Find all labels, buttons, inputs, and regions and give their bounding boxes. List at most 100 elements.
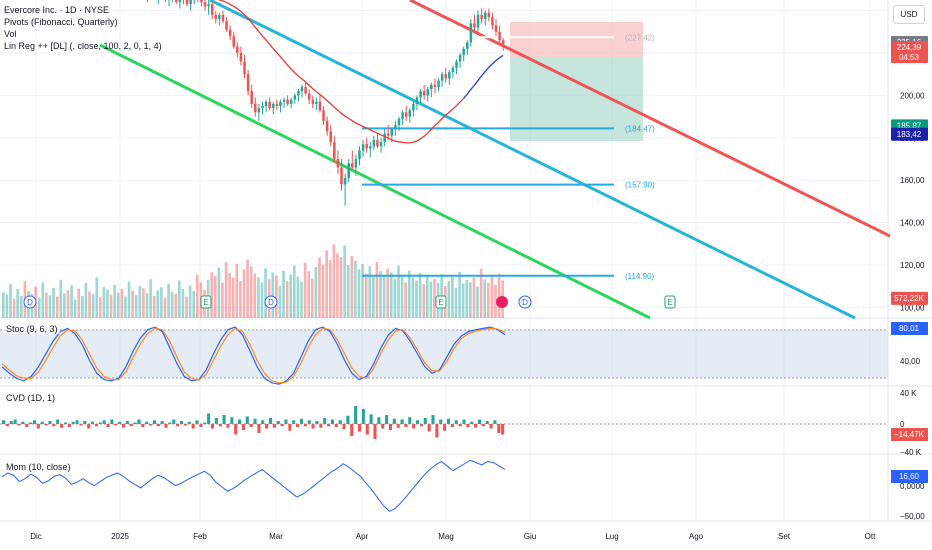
price-axis-tick: 120,00 [900, 261, 925, 270]
event-marker[interactable]: D [264, 295, 278, 309]
event-marker[interactable]: E [664, 295, 676, 309]
candle-body [433, 84, 437, 87]
cvd-bar [238, 419, 242, 424]
cvd-bar [52, 424, 56, 427]
cvd-bar [280, 424, 284, 427]
cvd-bar [493, 420, 497, 424]
cvd-bar [357, 424, 362, 432]
cvd-bar [32, 420, 37, 424]
volume-bar [52, 287, 55, 318]
pivots-indicator-label[interactable]: Pivots (Fibonacci, Quarterly) [4, 17, 118, 27]
currency-button[interactable]: USD [893, 5, 925, 24]
volume-bar [235, 263, 239, 318]
cvd-bar [21, 421, 25, 424]
volume-indicator-label[interactable]: Vol [4, 29, 17, 39]
price-badge-label: 183,42 [897, 130, 922, 139]
cvd-bar [199, 424, 203, 427]
cvd-bar [187, 421, 191, 424]
volume-bar [368, 266, 372, 318]
volume-bar [196, 274, 199, 318]
cvd-bar [137, 419, 141, 424]
cvd-bar [427, 424, 431, 432]
volume-bar [494, 284, 497, 318]
cvd-bar [60, 424, 64, 428]
event-marker[interactable]: D [23, 295, 37, 309]
cvd-bar [497, 424, 501, 433]
cvd-bar [125, 421, 129, 424]
price-badge-label: 185,87 [897, 121, 922, 130]
volume-bar [210, 271, 213, 318]
cvd-bar [79, 424, 83, 426]
cvd-bar [346, 415, 350, 424]
candle-body [369, 146, 372, 149]
cvd-axis-tick: 40 K [900, 389, 917, 398]
cvd-bar [176, 424, 180, 427]
cvd-bar [210, 424, 215, 429]
volume-bar [328, 260, 332, 318]
cvd-bar [63, 422, 67, 424]
volume-bar [91, 294, 95, 318]
candle-body [422, 91, 426, 96]
volume-bar [81, 295, 84, 318]
candle-body [376, 139, 379, 147]
volume-bar [293, 265, 296, 318]
volume-bar [289, 274, 293, 318]
volume-bar [487, 282, 490, 318]
cvd-bar [160, 421, 164, 424]
cvd-bar [466, 424, 470, 427]
candle-body [383, 133, 386, 143]
volume-bar [386, 268, 390, 318]
volume-bar [178, 280, 181, 318]
candle-body [293, 95, 297, 100]
candle-body [501, 40, 505, 47]
linreg-indicator-label[interactable]: Lin Reg ++ [DL] (, close, 100, 2, 0, 1, … [4, 41, 162, 51]
volume-bar [415, 280, 418, 318]
candle-body [300, 86, 304, 92]
candle-body [214, 14, 218, 20]
candle-body [239, 53, 243, 62]
volume-bar [2, 292, 5, 318]
time-axis-tick: Mag [438, 532, 454, 541]
candle-body [462, 48, 465, 56]
event-marker[interactable]: D [518, 295, 532, 309]
candle-body [491, 16, 494, 26]
volume-bar [332, 244, 336, 318]
time-axis-tick: Ago [689, 532, 704, 541]
event-marker[interactable]: E [200, 295, 212, 309]
candle-body [458, 55, 462, 62]
cvd-bar [288, 424, 292, 431]
volume-bar [192, 290, 196, 318]
cvd-bar [396, 424, 400, 428]
stoch-pane-label[interactable]: Stoc (9, 6, 3) [4, 324, 60, 334]
candle-body [297, 91, 300, 96]
volume-bar [469, 282, 472, 318]
volume-bar [472, 277, 476, 318]
volume-bar [37, 297, 41, 318]
cvd-bar [168, 422, 172, 424]
cvd-bar [350, 424, 354, 436]
volume-bar [113, 284, 116, 318]
volume-bar [152, 295, 156, 318]
volume-bar [278, 286, 282, 318]
candle-body [498, 31, 501, 41]
cvd-bar [133, 422, 137, 424]
cvd-bar [2, 420, 6, 424]
cvd-bar [381, 424, 385, 429]
cvd-bar [412, 424, 416, 429]
event-marker[interactable]: E [435, 295, 447, 309]
candle-body [444, 74, 447, 79]
candle-body [261, 106, 264, 109]
volume-bar [465, 279, 469, 318]
candle-body [437, 80, 440, 87]
mom-pane-label[interactable]: Mom (10, close) [4, 462, 73, 472]
volume-bar [318, 257, 321, 318]
symbol-title[interactable]: Evercore Inc. · 1D · NYSE [4, 5, 110, 15]
cvd-bar [354, 406, 358, 424]
cvd-bar [388, 424, 392, 430]
stoch-badge [891, 322, 928, 335]
volume-bar [5, 294, 9, 318]
cvd-bar [203, 422, 207, 424]
cvd-pane-label[interactable]: CVD (1D, 1) [4, 393, 58, 403]
